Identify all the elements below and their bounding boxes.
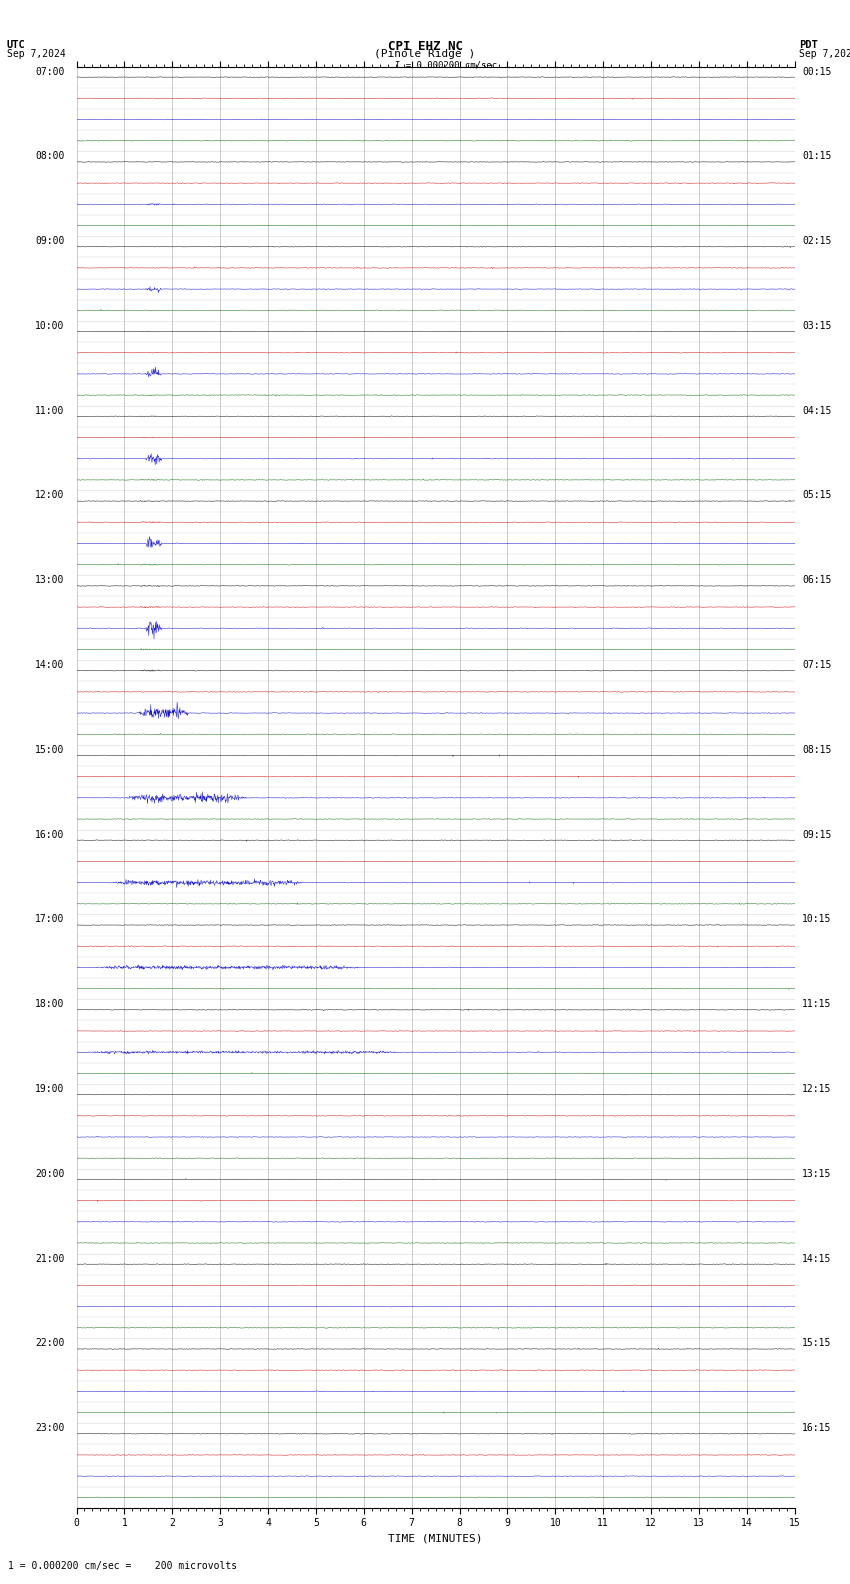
- Text: 11:15: 11:15: [802, 1000, 831, 1009]
- Text: 18:00: 18:00: [35, 1000, 65, 1009]
- Text: 05:15: 05:15: [802, 491, 831, 501]
- Text: 02:15: 02:15: [802, 236, 831, 246]
- Text: 12:15: 12:15: [802, 1083, 831, 1095]
- Text: 08:15: 08:15: [802, 744, 831, 756]
- Text: 10:15: 10:15: [802, 914, 831, 925]
- Text: 08:00: 08:00: [35, 152, 65, 162]
- Text: 21:00: 21:00: [35, 1253, 65, 1264]
- Text: Sep 7,2024: Sep 7,2024: [7, 49, 65, 59]
- Text: 14:00: 14:00: [35, 661, 65, 670]
- Text: 01:15: 01:15: [802, 152, 831, 162]
- Text: 23:00: 23:00: [35, 1422, 65, 1434]
- Text: 12:00: 12:00: [35, 491, 65, 501]
- Text: 15:15: 15:15: [802, 1338, 831, 1348]
- Text: 1 = 0.000200 cm/sec =    200 microvolts: 1 = 0.000200 cm/sec = 200 microvolts: [8, 1562, 238, 1571]
- Text: PDT: PDT: [799, 40, 818, 49]
- Text: 16:15: 16:15: [802, 1422, 831, 1434]
- Text: 09:00: 09:00: [35, 236, 65, 246]
- Text: 07:00: 07:00: [35, 67, 65, 76]
- Text: 07:15: 07:15: [802, 661, 831, 670]
- Text: 16:00: 16:00: [35, 830, 65, 840]
- Text: 10:00: 10:00: [35, 322, 65, 331]
- Text: 20:00: 20:00: [35, 1169, 65, 1178]
- Text: UTC: UTC: [7, 40, 26, 49]
- Text: 19:00: 19:00: [35, 1083, 65, 1095]
- Text: 00:15: 00:15: [802, 67, 831, 76]
- X-axis label: TIME (MINUTES): TIME (MINUTES): [388, 1533, 483, 1544]
- Text: (Pinole Ridge ): (Pinole Ridge ): [374, 49, 476, 59]
- Text: I = 0.000200 cm/sec: I = 0.000200 cm/sec: [395, 60, 497, 70]
- Text: Sep 7,2024: Sep 7,2024: [799, 49, 850, 59]
- Text: 14:15: 14:15: [802, 1253, 831, 1264]
- Text: 22:00: 22:00: [35, 1338, 65, 1348]
- Text: 09:15: 09:15: [802, 830, 831, 840]
- Text: 15:00: 15:00: [35, 744, 65, 756]
- Text: 04:15: 04:15: [802, 406, 831, 415]
- Text: 13:15: 13:15: [802, 1169, 831, 1178]
- Text: 06:15: 06:15: [802, 575, 831, 584]
- Text: 17:00: 17:00: [35, 914, 65, 925]
- Text: 13:00: 13:00: [35, 575, 65, 584]
- Text: 03:15: 03:15: [802, 322, 831, 331]
- Text: 11:00: 11:00: [35, 406, 65, 415]
- Text: CPI EHZ NC: CPI EHZ NC: [388, 40, 462, 52]
